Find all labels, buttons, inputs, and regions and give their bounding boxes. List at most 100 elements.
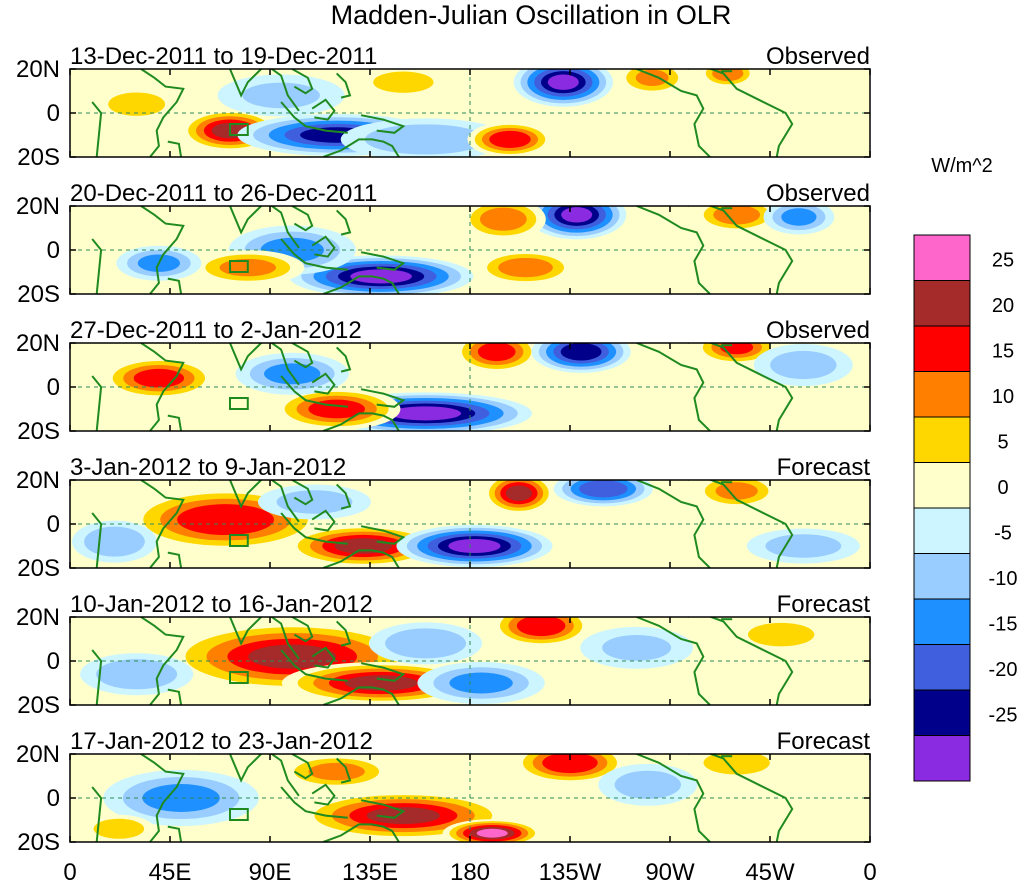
- coast-south-asia: [198, 754, 300, 797]
- coast-indonesia: [280, 375, 348, 408]
- coast-australia: [322, 549, 400, 568]
- x-axis: 0 45E 90E 135E 180 135W 90W 45W 0: [63, 859, 876, 886]
- coast-africa-west: [91, 101, 103, 157]
- coastlines: [91, 343, 794, 431]
- panel-1: 20N 0 20S 13-Dec-2011 to 19-Dec-2011 Observe…: [16, 43, 871, 171]
- colorbar-label: 20: [992, 295, 1014, 317]
- contour-level: [385, 628, 467, 659]
- colorbar-label: -10: [989, 568, 1018, 590]
- coast-indochina: [291, 480, 314, 506]
- anomaly-blob: [491, 617, 591, 647]
- anomaly-blob: [257, 484, 371, 520]
- coast-africa-east: [140, 343, 185, 431]
- panel-type-label: Forecast: [777, 454, 871, 481]
- x-tick-label: 135W: [539, 859, 602, 886]
- anomaly-blob: [460, 206, 546, 241]
- coast-new-guinea: [360, 799, 406, 819]
- coast-south-asia: [198, 69, 300, 112]
- coast-borneo: [311, 372, 336, 395]
- colorbar-label: -15: [989, 614, 1018, 636]
- coast-new-guinea: [360, 251, 406, 271]
- coastlines: [91, 617, 794, 705]
- coastlines: [91, 69, 794, 157]
- panel-period-label: 10-Jan-2012 to 16-Jan-2012: [70, 591, 373, 618]
- panel-period-label: 20-Dec-2011 to 26-Dec-2011: [70, 180, 377, 207]
- panel-type-label: Forecast: [777, 728, 871, 755]
- contour-level: [747, 622, 815, 647]
- colorbar-swatch: [913, 371, 971, 418]
- coast-madagascar: [167, 140, 183, 157]
- coast-africa-west: [91, 238, 103, 294]
- coast-madagascar: [167, 825, 183, 842]
- coast-indochina: [291, 617, 314, 643]
- y-tick-label: 20S: [17, 281, 60, 308]
- contour-level: [449, 672, 513, 694]
- colorbar-label: 10: [992, 386, 1014, 408]
- y-tick-label: 0: [47, 785, 60, 812]
- contour-level: [133, 368, 185, 388]
- contour-level: [334, 538, 393, 554]
- y-tick-label: 20N: [16, 193, 60, 220]
- chart-title: Madden-Julian Oscillation in OLR: [331, 0, 732, 30]
- contour-level: [505, 485, 532, 501]
- anomaly-blob: [763, 206, 835, 235]
- contour-level: [448, 538, 501, 554]
- y-tick-label: 20N: [16, 741, 60, 768]
- y-tick-label: 0: [47, 100, 60, 127]
- coast-south-asia: [198, 206, 300, 249]
- coast-south-asia: [198, 480, 300, 523]
- coast-philippines: [335, 72, 352, 99]
- coast-madagascar: [167, 277, 183, 294]
- contour-level: [390, 406, 462, 421]
- coast-africa-east: [140, 206, 185, 294]
- panel-period-label: 3-Jan-2012 to 9-Jan-2012: [70, 454, 346, 481]
- coast-africa-west: [91, 375, 103, 431]
- anomaly-blob: [217, 74, 345, 117]
- anomaly-blob: [102, 357, 216, 400]
- anomaly-blob: [553, 480, 653, 507]
- panel-type-label: Observed: [766, 180, 870, 207]
- y-tick-label: 0: [47, 511, 60, 538]
- coast-borneo: [311, 646, 336, 669]
- contour-level: [498, 257, 553, 278]
- panel-type-label: Observed: [766, 43, 870, 70]
- coast-americas-west: [636, 617, 711, 705]
- panel-4: 20N 0 20S 3-Jan-2012 to 9-Jan-2012 Forecast: [16, 454, 871, 582]
- colorbar-swatch: [913, 644, 971, 691]
- reference-box: [229, 260, 249, 273]
- contour-level: [93, 818, 145, 839]
- coast-indonesia: [280, 786, 348, 819]
- contour-level: [561, 207, 593, 223]
- anomaly-blob: [731, 617, 831, 653]
- x-tick-label: 45E: [149, 859, 192, 886]
- coast-philippines: [335, 757, 352, 784]
- anomaly-blob: [513, 754, 627, 784]
- contour-level: [350, 269, 412, 284]
- coast-australia: [322, 686, 400, 705]
- colorbar-swatch: [913, 553, 971, 600]
- contour-level: [703, 754, 770, 775]
- contour-level: [516, 617, 566, 637]
- contour-level: [489, 130, 531, 148]
- contour-level: [264, 363, 321, 385]
- anomaly-blob: [753, 344, 853, 386]
- coastlines: [91, 206, 794, 294]
- coast-americas-west: [636, 754, 711, 842]
- colorbar-label: -20: [989, 659, 1018, 681]
- coast-americas-west: [636, 69, 711, 157]
- contour-level: [477, 343, 516, 362]
- contour-level: [614, 770, 681, 799]
- y-tick-label: 20S: [17, 555, 60, 582]
- anomaly-blob: [94, 86, 180, 122]
- coast-madagascar: [167, 688, 183, 705]
- colorbar-swatch: [913, 598, 971, 645]
- coast-borneo: [311, 783, 336, 806]
- colorbar-label: 15: [992, 341, 1014, 363]
- anomaly-blob: [467, 121, 553, 157]
- contour-level: [248, 644, 337, 669]
- contour-level: [276, 490, 353, 514]
- anomaly-blob: [580, 626, 694, 669]
- colorbar-label: 25: [992, 250, 1014, 272]
- contour-level: [108, 92, 166, 116]
- panel-period-label: 17-Jan-2012 to 23-Jan-2012: [70, 728, 373, 755]
